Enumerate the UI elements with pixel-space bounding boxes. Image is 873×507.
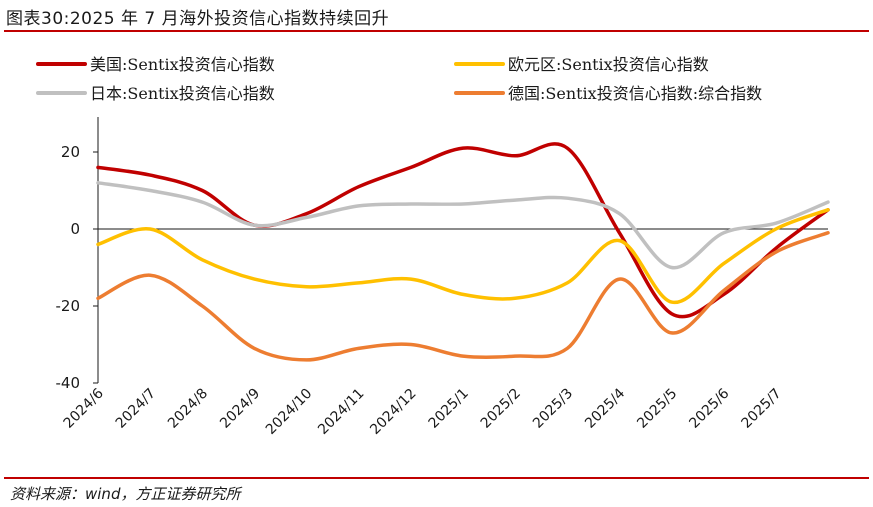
legend: 美国:Sentix投资信心指数 欧元区:Sentix投资信心指数日本:Sentix… bbox=[36, 55, 762, 103]
x-tick-label: 2025/6 bbox=[686, 385, 732, 431]
x-tick-label: 2025/5 bbox=[634, 386, 680, 432]
x-tick-label: 2024/10 bbox=[263, 386, 315, 438]
x-tick-label: 2025/7 bbox=[739, 386, 785, 432]
y-tick-label: -20 bbox=[56, 297, 81, 315]
y-tick-label: 0 bbox=[70, 220, 80, 238]
x-tick-label: 2025/4 bbox=[582, 385, 628, 431]
x-tick-label: 2024/6 bbox=[61, 385, 107, 431]
x-tick-label: 2025/2 bbox=[478, 386, 524, 432]
x-tick-labels: 2024/6 2024/7 2024/8 2024/9 2024/10 2024/11 20… bbox=[61, 385, 785, 438]
source-rule bbox=[4, 477, 869, 479]
x-tick-label: 2024/12 bbox=[367, 386, 419, 438]
legend-label: 欧元区:Sentix投资信心指数 bbox=[508, 55, 709, 74]
chart: 美国:Sentix投资信心指数 欧元区:Sentix投资信心指数日本:Sentix… bbox=[36, 55, 830, 438]
axes: 20 0 -20 -40 bbox=[56, 117, 828, 392]
legend-label: 德国:Sentix投资信心指数:综合指数 bbox=[508, 84, 762, 103]
x-tick-label: 2024/9 bbox=[217, 386, 263, 432]
y-tick-label: -40 bbox=[56, 374, 81, 392]
x-tick-label: 2024/11 bbox=[315, 386, 367, 438]
x-tick-label: 2025/1 bbox=[426, 386, 472, 432]
series-line-3 bbox=[96, 181, 830, 270]
series-line-4 bbox=[96, 231, 830, 362]
legend-label: 日本:Sentix投资信心指数 bbox=[90, 84, 275, 103]
source-note: 资料来源：wind，方正证券研究所 bbox=[10, 485, 241, 503]
chart-title: 图表30:2025 年 7 月海外投资信心指数持续回升 bbox=[6, 9, 390, 29]
x-tick-label: 2025/3 bbox=[530, 386, 576, 432]
title-rule bbox=[4, 30, 869, 32]
series-line-1 bbox=[96, 142, 830, 319]
y-tick-label: 20 bbox=[61, 143, 80, 161]
x-tick-label: 2024/7 bbox=[113, 386, 159, 432]
series-line-2 bbox=[96, 208, 830, 304]
legend-label: 美国:Sentix投资信心指数 bbox=[90, 55, 275, 74]
series-lines bbox=[96, 142, 830, 362]
x-tick-label: 2024/8 bbox=[165, 386, 211, 432]
